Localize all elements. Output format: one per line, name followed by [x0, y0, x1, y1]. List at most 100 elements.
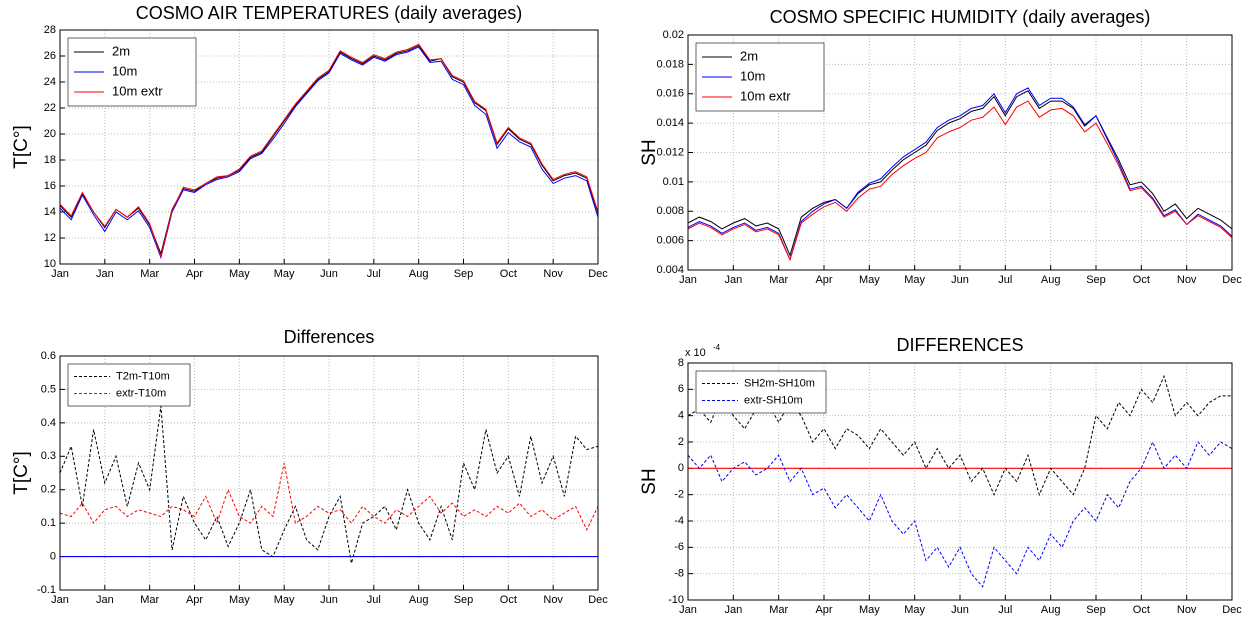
x-tick-label: Aug [409, 594, 429, 606]
legend-label: 10m extr [740, 88, 791, 103]
legend-label: 10m [112, 63, 137, 78]
y-tick-label: 0.6 [41, 350, 56, 362]
y-tick-label: 0 [678, 462, 684, 474]
y-tick-label: 0.1 [41, 517, 56, 529]
y-tick-label: 0.008 [656, 205, 684, 217]
series-line [687, 90, 1233, 257]
y-tick-label: 6 [678, 383, 684, 395]
x-tick-label: Jan [96, 268, 114, 280]
x-tick-label: Jan [679, 604, 697, 616]
y-tick-label: 0.004 [656, 264, 684, 276]
y-tick-label: 12 [44, 232, 56, 244]
y-tick-label: 18 [44, 154, 56, 166]
chart-title: COSMO SPECIFIC HUMIDITY (daily averages) [770, 7, 1151, 27]
y-tick-label: 0.006 [656, 235, 684, 247]
y-tick-label: -6 [674, 541, 684, 553]
x-tick-label: Oct [1133, 604, 1150, 616]
y-tick-label: 0.3 [41, 450, 56, 462]
legend-label: 2m [112, 43, 130, 58]
x-tick-label: Jun [320, 268, 338, 280]
x-tick-label: Dec [1222, 604, 1242, 616]
plot-frame [687, 34, 1233, 271]
y-tick-label: -4 [674, 515, 684, 527]
series-line [59, 46, 599, 260]
x-tick-label: Jul [367, 594, 381, 606]
y-multiplier: x 10 [685, 347, 706, 359]
x-tick-label: Mar [140, 268, 159, 280]
y-tick-label: 4 [678, 410, 684, 422]
x-tick-label: May [274, 594, 295, 606]
y-tick-label: 22 [44, 102, 56, 114]
x-tick-label: Oct [500, 268, 517, 280]
y-axis-label: SH [639, 468, 660, 494]
y-tick-label: 8 [678, 357, 684, 369]
series-line [687, 374, 1232, 497]
y-axis-label: T[C°] [11, 125, 32, 168]
x-tick-label: May [859, 274, 880, 286]
x-tick-label: Sep [454, 594, 474, 606]
y-tick-label: 0 [50, 550, 56, 562]
x-tick-label: Nov [1177, 274, 1197, 286]
x-tick-label: Jul [998, 274, 1012, 286]
y-tick-label: 0.02 [663, 29, 684, 41]
y-tick-label: 26 [44, 50, 56, 62]
y-axis-label: SH [639, 139, 660, 165]
legend-label: extr-SH10m [744, 394, 803, 406]
y-axis-label: T[C°] [11, 451, 32, 494]
x-tick-label: Oct [1133, 274, 1150, 286]
legend-label: 10m extr [112, 83, 163, 98]
legend-label: T2m-T10m [116, 370, 170, 382]
x-tick-label: Nov [543, 594, 563, 606]
x-tick-label: Aug [1041, 604, 1061, 616]
x-tick-label: Jun [320, 594, 338, 606]
x-tick-label: Jan [96, 594, 114, 606]
legend-box [695, 370, 827, 414]
x-tick-label: Jun [951, 274, 969, 286]
x-tick-label: Jun [951, 604, 969, 616]
y-tick-label: -2 [674, 489, 684, 501]
x-tick-label: Sep [1086, 274, 1106, 286]
legend-label: 10m [740, 68, 765, 83]
x-tick-label: May [904, 604, 925, 616]
x-tick-label: May [859, 604, 880, 616]
x-tick-label: Nov [1177, 604, 1197, 616]
y-tick-label: 2 [678, 436, 684, 448]
x-tick-label: May [229, 594, 250, 606]
x-tick-label: Jan [51, 268, 69, 280]
y-tick-label: -8 [674, 568, 684, 580]
legend-label: extr-T10m [116, 387, 166, 399]
x-tick-label: Jul [998, 604, 1012, 616]
x-tick-label: Mar [769, 604, 788, 616]
y-tick-label: 0.012 [656, 146, 684, 158]
x-tick-label: Jan [679, 274, 697, 286]
legend-label: SH2m-SH10m [744, 377, 815, 389]
y-tick-label: 28 [44, 24, 56, 36]
x-tick-label: Mar [140, 594, 159, 606]
x-tick-label: Dec [588, 594, 608, 606]
x-tick-label: Aug [1041, 274, 1061, 286]
y-tick-label: 10 [44, 258, 56, 270]
y-tick-label: 0.016 [656, 88, 684, 100]
x-tick-label: Jan [724, 604, 742, 616]
chart-title: COSMO AIR TEMPERATURES (daily averages) [136, 3, 522, 23]
x-tick-label: May [229, 268, 250, 280]
series-line [687, 440, 1233, 588]
y-tick-label: -0.1 [37, 584, 56, 596]
series-line [687, 100, 1233, 262]
legend-box [67, 363, 191, 407]
y-tick-label: 16 [44, 180, 56, 192]
y-tick-label: 14 [44, 206, 56, 218]
x-tick-label: Aug [409, 268, 429, 280]
x-tick-label: Jan [724, 274, 742, 286]
plot-frame [59, 29, 599, 265]
y-tick-label: 0.01 [663, 176, 684, 188]
series-line [59, 406, 599, 564]
y-tick-label: 0.4 [41, 417, 56, 429]
chart-title: Differences [284, 327, 375, 347]
x-tick-label: Apr [186, 594, 203, 606]
x-tick-label: Dec [1222, 274, 1242, 286]
series-line [59, 462, 599, 531]
legend-label: 2m [740, 48, 758, 63]
chart-title: DIFFERENCES [896, 335, 1023, 355]
